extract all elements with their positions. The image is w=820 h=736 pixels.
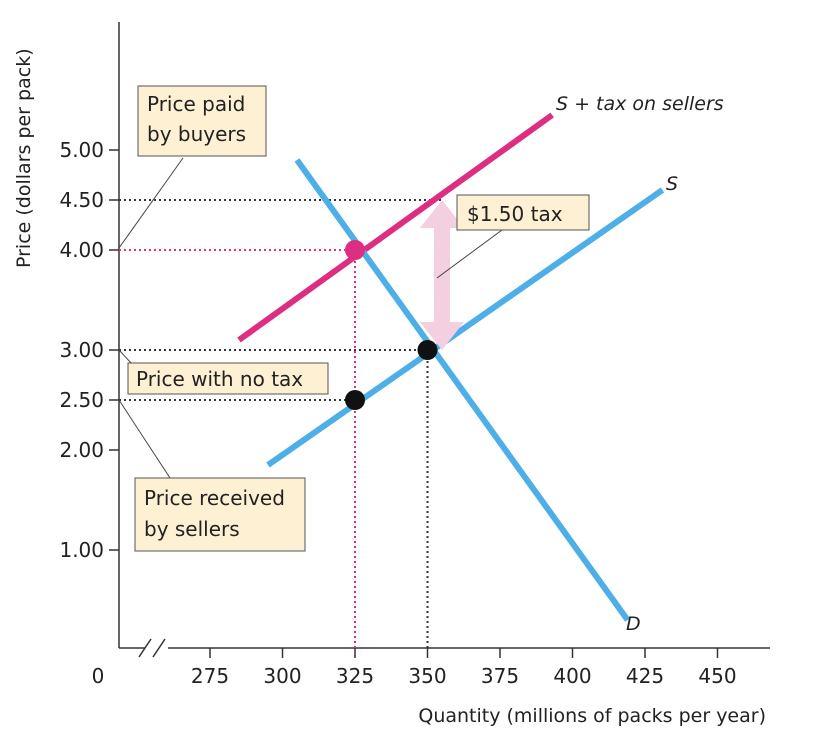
axis-break-icon [138, 638, 166, 658]
y-tick-label: 3.00 [59, 338, 104, 362]
tax-arrow [420, 200, 464, 350]
callout-price-received: Price received by sellers [118, 399, 306, 552]
guide-lines [119, 199, 442, 648]
equilibrium-point [345, 390, 365, 410]
x-tick-label: 325 [336, 664, 374, 688]
curves [237, 112, 665, 622]
y-tick-label: 2.00 [59, 438, 104, 462]
x-ticks: 275 300 325 350 375 400 425 450 [191, 648, 737, 688]
x-tick-label: 350 [408, 664, 446, 688]
x-tick-label: 450 [698, 664, 736, 688]
callout-price-received-line2: by sellers [144, 517, 240, 541]
label-d: D [626, 613, 641, 635]
callout-price-paid-line2: by buyers [147, 122, 246, 146]
y-tick-label: 5.00 [59, 138, 104, 162]
callout-price-no-tax-text: Price with no tax [136, 367, 303, 391]
x-tick-label: 425 [626, 664, 664, 688]
callout-tax-text: $1.50 tax [467, 202, 563, 226]
callout-price-no-tax: Price with no tax [118, 349, 329, 395]
y-tick-label: 1.00 [59, 538, 104, 562]
y-ticks: 1.00 2.00 2.50 3.00 4.00 4.50 5.00 [59, 138, 119, 562]
x-axis-title: Quantity (millions of packs per year) [418, 705, 766, 727]
x-tick-label: 400 [553, 664, 591, 688]
y-axis-title: Price (dollars per pack) [13, 48, 35, 268]
y-tick-label: 4.50 [59, 188, 104, 212]
axes: 0 Quantity (millions of packs per year) … [13, 22, 770, 727]
callout-price-received-line1: Price received [144, 486, 285, 510]
callout-price-paid: Price paid by buyers [118, 85, 267, 249]
label-s-plus-tax: S + tax on sellers [556, 93, 724, 115]
series-line [237, 112, 554, 343]
equilibrium-point [417, 340, 438, 360]
y-tick-label: 4.00 [59, 238, 104, 262]
series-line [294, 158, 631, 622]
origin-label: 0 [92, 664, 105, 688]
equilibrium-points [345, 240, 438, 410]
series-line [266, 187, 665, 468]
callout-tax: $1.50 tax [436, 194, 590, 279]
label-s: S [666, 173, 678, 195]
equilibrium-point [345, 240, 365, 260]
x-tick-label: 375 [481, 664, 519, 688]
y-tick-label: 2.50 [59, 388, 104, 412]
callout-price-paid-line1: Price paid [147, 92, 245, 116]
x-tick-label: 275 [191, 664, 229, 688]
x-tick-label: 300 [263, 664, 301, 688]
